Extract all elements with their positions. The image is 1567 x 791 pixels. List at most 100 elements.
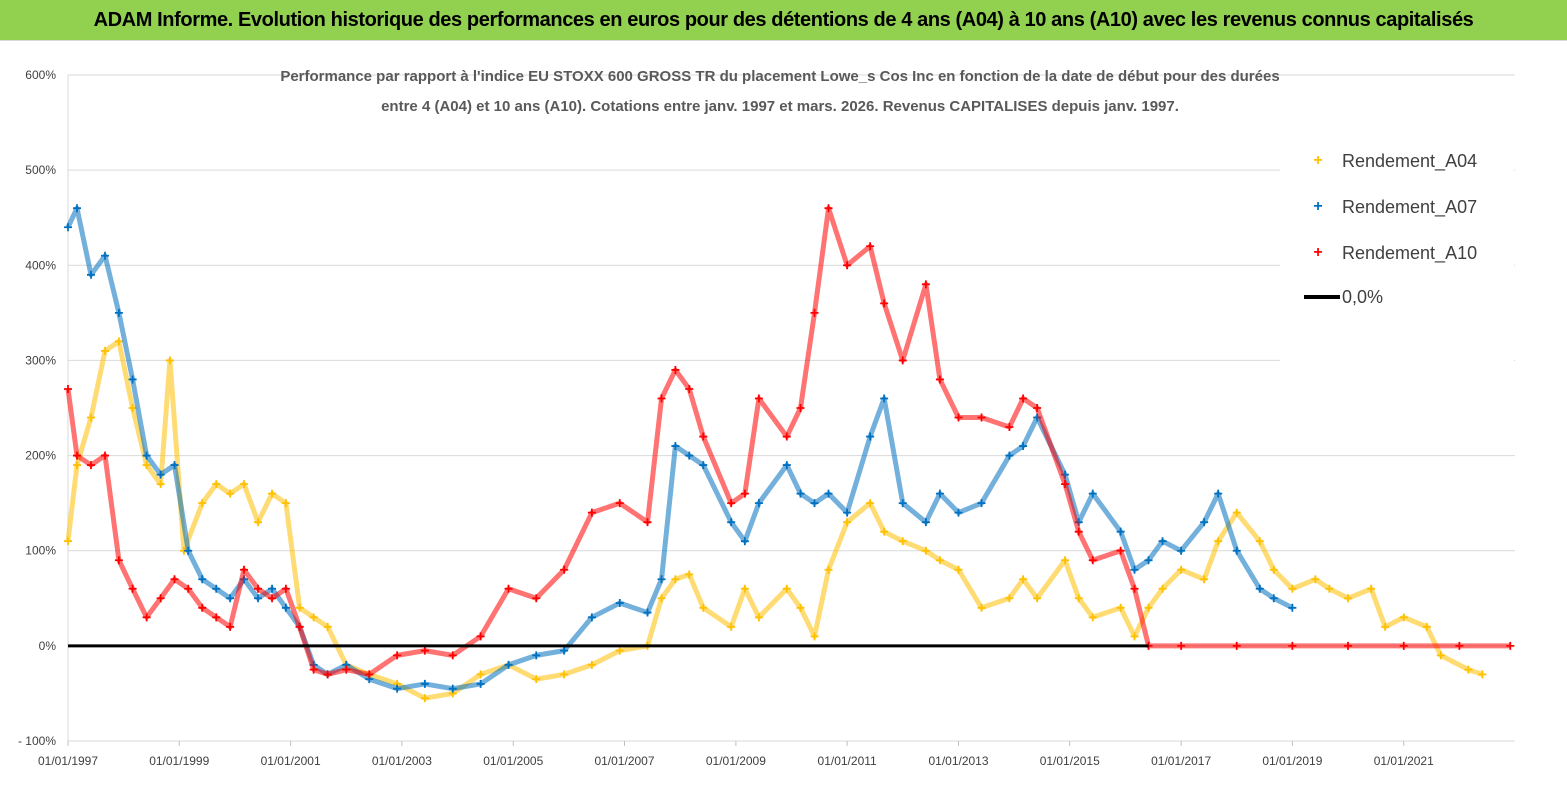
data-point [740, 537, 749, 546]
data-point [685, 570, 694, 579]
data-point [226, 622, 235, 631]
data-point [268, 489, 277, 498]
data-point [657, 594, 666, 603]
data-point [184, 584, 193, 593]
data-point [1074, 594, 1083, 603]
data-point [1232, 508, 1241, 517]
data-point [898, 537, 907, 546]
data-point [727, 499, 736, 508]
data-point [476, 670, 485, 679]
y-tick-label: 100% [25, 544, 56, 558]
x-tick-label: 01/01/2015 [1040, 754, 1100, 768]
data-point [754, 613, 763, 622]
chart-marks [64, 204, 1515, 703]
y-tick-label: 200% [25, 449, 56, 463]
data-point [1130, 565, 1139, 574]
data-point [921, 280, 930, 289]
data-point [1232, 546, 1241, 555]
data-point [796, 489, 805, 498]
x-tick-label: 01/01/1999 [149, 754, 209, 768]
data-point [114, 337, 123, 346]
data-point [1381, 622, 1390, 631]
data-point [796, 404, 805, 412]
data-point [254, 584, 263, 593]
plus-marker-icon: + [1313, 244, 1323, 261]
series-2 [64, 204, 1297, 693]
legend-label-a10: Rendement_A10 [1342, 243, 1478, 263]
data-point [64, 537, 72, 546]
data-point [935, 375, 944, 384]
data-point [1130, 632, 1139, 641]
data-point [977, 413, 986, 422]
data-point [1005, 451, 1014, 460]
data-point [935, 556, 944, 565]
data-point [170, 461, 179, 470]
legend-label-zero: 0,0% [1342, 287, 1384, 307]
series-trace [65, 205, 1294, 692]
data-point [128, 584, 137, 593]
data-point [1177, 565, 1186, 574]
data-point [226, 489, 235, 498]
data-point [1088, 556, 1097, 565]
data-point [560, 670, 569, 679]
data-point [727, 518, 736, 527]
data-point [921, 546, 930, 555]
y-tick-label: 400% [25, 258, 56, 272]
data-point [1269, 565, 1278, 574]
data-point [1255, 584, 1264, 593]
data-point [1343, 641, 1352, 650]
data-point [699, 603, 708, 612]
data-point [212, 480, 221, 489]
data-point [476, 679, 485, 688]
data-point [782, 432, 791, 441]
data-point [87, 461, 96, 470]
data-point [880, 527, 889, 536]
data-point [393, 684, 402, 693]
data-point [165, 356, 174, 365]
data-point [699, 432, 708, 441]
data-point [898, 356, 907, 365]
data-point [309, 613, 318, 622]
data-point [504, 584, 513, 593]
data-point [1158, 537, 1167, 546]
data-point [268, 594, 277, 603]
series-trace [65, 338, 1484, 701]
data-point [309, 665, 318, 674]
data-point [657, 394, 666, 403]
data-point [128, 404, 137, 412]
data-point [1200, 575, 1209, 584]
data-point [142, 613, 151, 622]
data-point [184, 546, 193, 555]
x-tick-label: 01/01/2003 [372, 754, 432, 768]
data-point [198, 499, 207, 508]
data-point [1455, 641, 1464, 650]
plus-marker-icon: + [1313, 152, 1323, 169]
data-point [1033, 594, 1042, 603]
data-point [114, 308, 123, 317]
data-point [643, 608, 652, 617]
data-point [1144, 556, 1153, 565]
data-point [1422, 622, 1431, 631]
data-point [64, 384, 72, 393]
data-point [323, 622, 332, 631]
x-tick-label: 01/01/2005 [483, 754, 543, 768]
legend-item-zero: 0,0% [1280, 285, 1514, 309]
data-point [1019, 575, 1028, 584]
data-point [1177, 641, 1186, 650]
data-point [1144, 603, 1153, 612]
data-point [810, 499, 819, 508]
data-point [295, 622, 304, 631]
data-point [156, 594, 165, 603]
data-point [72, 451, 81, 460]
data-point [615, 599, 624, 608]
data-point [212, 613, 221, 622]
data-point [954, 508, 963, 517]
data-point [1088, 489, 1097, 498]
data-point [281, 584, 290, 593]
data-point [880, 394, 889, 403]
data-point [1464, 665, 1473, 674]
data-point [1399, 641, 1408, 650]
data-point [587, 508, 596, 517]
data-point [587, 613, 596, 622]
data-point [532, 651, 541, 660]
